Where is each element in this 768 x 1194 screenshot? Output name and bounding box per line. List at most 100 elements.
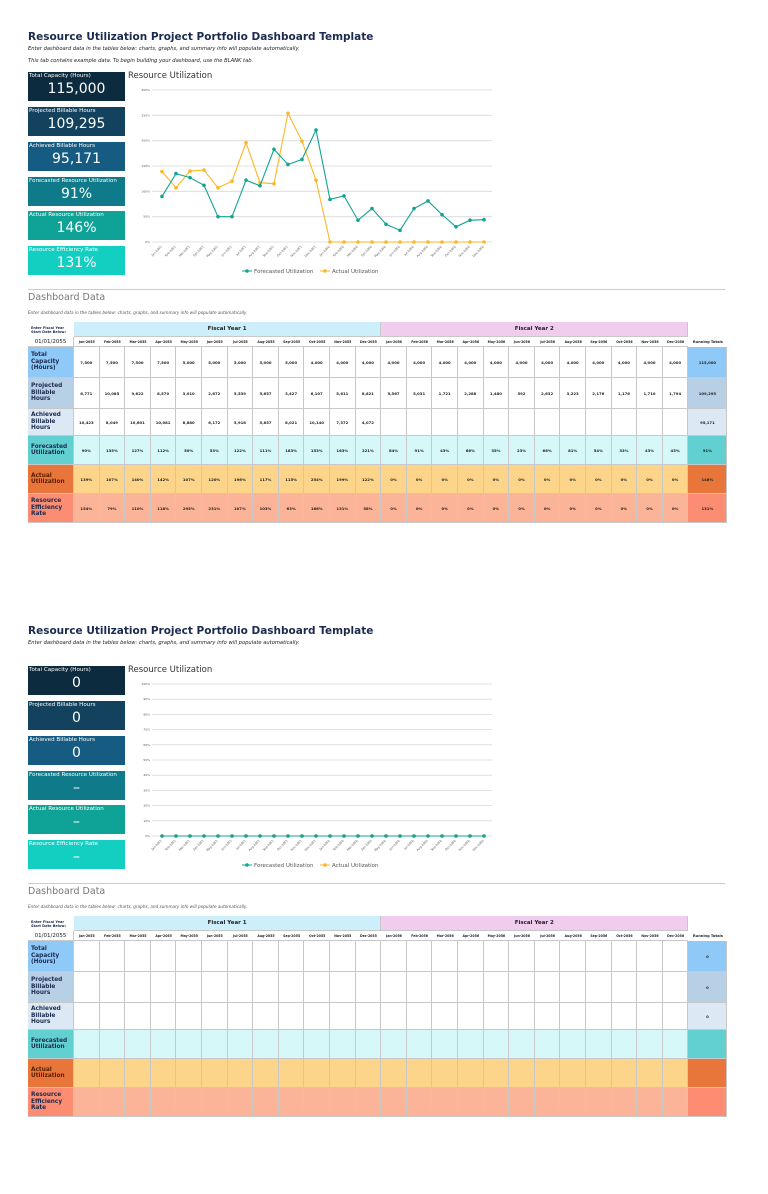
data-cell[interactable]: 81%	[560, 436, 586, 465]
data-cell[interactable]	[586, 1030, 612, 1059]
data-cell[interactable]	[381, 972, 407, 1003]
data-cell[interactable]: 140%	[125, 465, 151, 494]
data-cell[interactable]	[355, 972, 382, 1003]
data-cell[interactable]: 5,000	[278, 347, 305, 378]
data-cell[interactable]	[330, 1059, 356, 1088]
data-cell[interactable]	[662, 409, 689, 436]
data-cell[interactable]: 8,049	[99, 409, 126, 436]
data-cell[interactable]: 50%	[176, 436, 202, 465]
data-cell[interactable]: 295%	[176, 494, 202, 523]
data-cell[interactable]	[330, 1003, 356, 1030]
data-cell[interactable]	[586, 409, 612, 436]
data-cell[interactable]: 6,107	[304, 378, 330, 409]
data-cell[interactable]	[176, 1088, 202, 1117]
data-cell[interactable]: 0%	[586, 465, 612, 494]
data-cell[interactable]	[534, 1003, 561, 1030]
data-cell[interactable]: 79%	[99, 494, 126, 523]
data-cell[interactable]: 10,601	[125, 409, 151, 436]
data-cell[interactable]	[99, 1030, 126, 1059]
data-cell[interactable]: 153%	[304, 436, 330, 465]
data-cell[interactable]	[458, 1059, 484, 1088]
data-cell[interactable]: 2,632	[534, 378, 561, 409]
data-cell[interactable]: 4,000	[330, 347, 356, 378]
data-cell[interactable]: 4,072	[355, 409, 382, 436]
data-cell[interactable]: 0%	[406, 494, 433, 523]
data-cell[interactable]	[74, 1059, 100, 1088]
data-cell[interactable]	[611, 1003, 638, 1030]
data-cell[interactable]	[74, 1088, 100, 1117]
data-cell[interactable]	[611, 1059, 638, 1088]
data-cell[interactable]: 163%	[330, 436, 356, 465]
data-cell[interactable]: 110%	[125, 494, 151, 523]
data-cell[interactable]	[202, 1088, 228, 1117]
data-cell[interactable]	[560, 1003, 586, 1030]
data-cell[interactable]	[560, 1088, 586, 1117]
data-cell[interactable]	[509, 1003, 535, 1030]
data-cell[interactable]	[176, 1059, 202, 1088]
data-cell[interactable]	[176, 1030, 202, 1059]
data-cell[interactable]: 54%	[586, 436, 612, 465]
data-cell[interactable]	[534, 972, 561, 1003]
data-cell[interactable]: 7,500	[125, 347, 151, 378]
fiscal-date-input[interactable]: 01/01/2055	[28, 931, 74, 941]
data-cell[interactable]: 1,721	[432, 378, 458, 409]
data-cell[interactable]	[99, 941, 126, 972]
data-cell[interactable]: 111%	[253, 436, 279, 465]
data-cell[interactable]	[662, 941, 689, 972]
data-cell[interactable]	[662, 1003, 689, 1030]
data-cell[interactable]	[176, 941, 202, 972]
data-cell[interactable]: 1,176	[611, 378, 638, 409]
data-cell[interactable]	[406, 409, 433, 436]
data-cell[interactable]: 4,000	[560, 347, 586, 378]
data-cell[interactable]	[253, 1030, 279, 1059]
data-cell[interactable]: 5,918	[227, 409, 254, 436]
data-cell[interactable]	[662, 1088, 689, 1117]
data-cell[interactable]	[99, 1088, 126, 1117]
data-cell[interactable]: 122%	[355, 465, 382, 494]
data-cell[interactable]: 0%	[637, 465, 663, 494]
data-cell[interactable]	[611, 941, 638, 972]
data-cell[interactable]	[483, 1088, 510, 1117]
data-cell[interactable]: 91%	[406, 436, 433, 465]
data-cell[interactable]: 0%	[662, 494, 689, 523]
data-cell[interactable]	[509, 972, 535, 1003]
data-cell[interactable]	[125, 972, 151, 1003]
data-cell[interactable]	[534, 941, 561, 972]
data-cell[interactable]: 196%	[227, 465, 254, 494]
data-cell[interactable]: 107%	[99, 465, 126, 494]
data-cell[interactable]: 120%	[202, 465, 228, 494]
data-cell[interactable]	[637, 941, 663, 972]
data-cell[interactable]: 115%	[278, 465, 305, 494]
data-cell[interactable]	[534, 1030, 561, 1059]
data-cell[interactable]	[74, 972, 100, 1003]
data-cell[interactable]	[586, 1088, 612, 1117]
data-cell[interactable]: 122%	[227, 436, 254, 465]
data-cell[interactable]: 5,000	[176, 347, 202, 378]
data-cell[interactable]	[483, 972, 510, 1003]
data-cell[interactable]	[381, 941, 407, 972]
data-cell[interactable]	[253, 1088, 279, 1117]
data-cell[interactable]	[560, 1059, 586, 1088]
data-cell[interactable]: 4,000	[432, 347, 458, 378]
data-cell[interactable]	[381, 1088, 407, 1117]
data-cell[interactable]	[304, 1030, 330, 1059]
data-cell[interactable]	[611, 972, 638, 1003]
data-cell[interactable]: 254%	[304, 465, 330, 494]
data-cell[interactable]	[406, 1003, 433, 1030]
data-cell[interactable]: 2,288	[458, 378, 484, 409]
data-cell[interactable]: 84%	[381, 436, 407, 465]
data-cell[interactable]: 10,423	[74, 409, 100, 436]
data-cell[interactable]: 0%	[509, 494, 535, 523]
data-cell[interactable]: 118%	[150, 494, 177, 523]
data-cell[interactable]: 0%	[381, 494, 407, 523]
data-cell[interactable]: 4,000	[355, 347, 382, 378]
data-cell[interactable]	[406, 1088, 433, 1117]
data-cell[interactable]: 199%	[330, 465, 356, 494]
data-cell[interactable]: 0%	[458, 494, 484, 523]
data-cell[interactable]	[150, 941, 177, 972]
data-cell[interactable]: 0%	[611, 494, 638, 523]
data-cell[interactable]: 7,372	[330, 409, 356, 436]
data-cell[interactable]	[432, 941, 458, 972]
data-cell[interactable]: 2,672	[202, 378, 228, 409]
data-cell[interactable]: 7,500	[99, 347, 126, 378]
